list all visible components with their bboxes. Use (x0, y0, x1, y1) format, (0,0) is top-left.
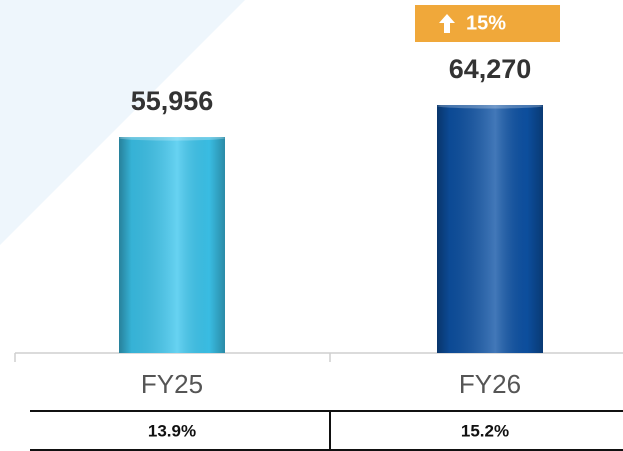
value-label: 64,270 (449, 54, 532, 84)
table-cell: 13.9% (148, 421, 196, 440)
x-tick-label: FY25 (141, 369, 203, 399)
up-arrow (439, 14, 455, 33)
growth-label: 15% (466, 12, 506, 34)
value-label: 55,956 (131, 86, 214, 116)
bar-shading (437, 105, 543, 353)
x-tick-label: FY26 (459, 369, 521, 399)
bar-top (119, 135, 225, 141)
bar-top (437, 103, 543, 109)
growth-badge (415, 5, 560, 42)
background-shape (0, 0, 245, 245)
bar-shading (119, 137, 225, 353)
table-cell: 15.2% (461, 421, 509, 440)
